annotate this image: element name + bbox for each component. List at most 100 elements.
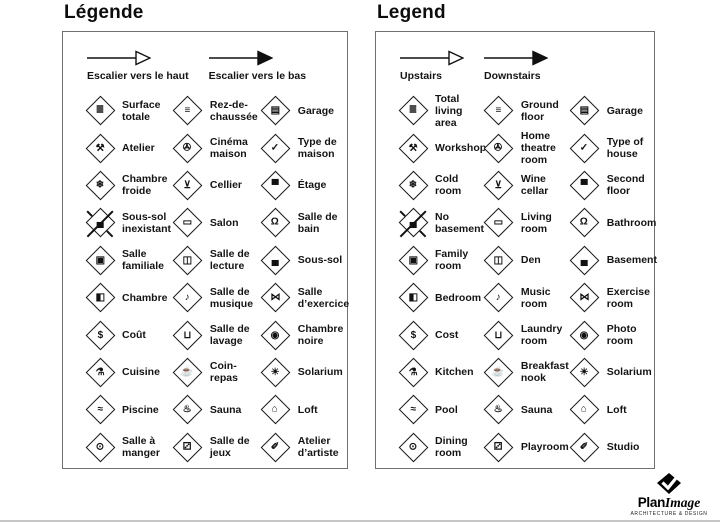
legend-item: ⚂ Salle de jeux	[173, 429, 257, 466]
legend-item-label: Salle de lavage	[209, 322, 250, 348]
legend-item: ☀ Solarium	[260, 354, 343, 391]
legend-item-label: Atelier	[122, 142, 155, 155]
legend-item: ✓ Type of house	[569, 129, 650, 166]
diamond-outline: ☀	[260, 357, 291, 388]
stairs-down-arrow-icon	[208, 50, 273, 66]
legend-item: ⚗ Kitchen	[398, 354, 480, 391]
icon-glyph: ⌂	[581, 403, 588, 415]
legend-item: ⊔ Laundry room	[484, 316, 566, 353]
no-basement-icon: ▄	[398, 208, 428, 238]
panel-title: Légende	[64, 2, 144, 23]
diamond-outline: ⚂	[484, 432, 514, 463]
legend-item: ✐ Atelier d’artiste	[260, 429, 343, 466]
bedroom-icon: ◧	[398, 282, 428, 313]
diamond-outline: ⌂	[260, 394, 291, 425]
legend-item-label: Salle de bain	[297, 210, 338, 235]
diamond-outline: ☀	[569, 357, 600, 388]
diamond-outline: ◉	[569, 320, 600, 350]
legend-item-label: Bedroom	[435, 291, 482, 304]
legend-item-label: Solarium	[606, 366, 652, 379]
legend-item-label: Home theatre room	[520, 129, 556, 167]
diamond-outline: ≣	[398, 95, 428, 126]
icon-glyph: ◫	[494, 254, 504, 266]
diamond-outline: ⊔	[484, 320, 514, 350]
diamond-outline: ♨	[484, 394, 514, 425]
icon-glyph: ▄	[409, 216, 417, 228]
basement-icon: ▄	[569, 245, 600, 276]
icon-glyph: ⚒	[95, 142, 105, 154]
icon-glyph: ◧	[95, 291, 105, 303]
legend-item: ◧ Bedroom	[398, 279, 482, 316]
laundry-room-icon: ⊔	[484, 320, 514, 350]
legend-item-label: Workshop	[435, 142, 487, 155]
loft-icon: ⌂	[569, 394, 600, 425]
icon-glyph: ♨	[494, 403, 504, 415]
legend-item: $ Coût	[85, 316, 169, 353]
legend-item-label: No basement	[435, 210, 485, 235]
legend-item: ⚒ Workshop	[398, 129, 486, 166]
legend-item-label: Ground floor	[520, 98, 559, 123]
bottom-divider	[0, 520, 720, 522]
legend-item: ▀ Étage	[260, 167, 343, 204]
diamond-outline: ≡	[484, 95, 514, 126]
diamond-outline: ✇	[173, 133, 203, 163]
diamond-outline: ⚗	[85, 357, 115, 388]
legend-item-label: Loft	[297, 403, 318, 416]
kitchen-icon: ⚗	[85, 357, 115, 388]
legend-item-label: Rez-de-chaussée	[209, 98, 258, 123]
diamond-outline: ▄	[569, 245, 600, 276]
dining-room-icon: ⊙	[398, 432, 428, 463]
legend-item: ⚒ Atelier	[85, 129, 169, 166]
icon-glyph: ⚒	[408, 142, 418, 154]
icon-glyph: ⊔	[183, 329, 192, 341]
panel-legende-fr: Légende Escalier vers le haut Escalier v…	[62, 2, 349, 469]
panel-legend-en: Legend Upstairs Downstairs ≣ Total livin…	[375, 2, 657, 469]
cost-icon: $	[398, 320, 428, 350]
den-icon: ◫	[484, 245, 514, 276]
legend-item-label: Total living area	[435, 92, 463, 129]
logo-word-plan: Plan	[637, 495, 666, 510]
icon-glyph: Ω	[580, 216, 589, 228]
diamond-outline: ⚂	[173, 432, 203, 463]
legend-item: ❄ Chambre froide	[85, 167, 169, 204]
stairs-up-arrow-icon	[87, 50, 151, 66]
legend-item: ≣ Surface totale	[85, 92, 169, 129]
breakfast-nook-icon: ☕	[173, 357, 203, 388]
exercise-room-icon: ⋈	[569, 282, 600, 313]
legend-item: ▤ Garage	[569, 92, 650, 129]
diamond-outline: ≈	[398, 394, 428, 425]
legend-item: ▄ Sous-sol inexistant	[85, 204, 171, 241]
ground-floor-icon: ≡	[173, 95, 203, 126]
stairs-arrow-label: Upstairs	[400, 70, 443, 82]
icon-glyph: ☕	[492, 366, 506, 378]
legend-item: ☕ Coin-repas	[173, 354, 257, 391]
legend-item-label: Chambre froide	[122, 173, 168, 198]
icon-glyph: ♪	[496, 291, 502, 303]
legend-item-label: Chambre	[122, 291, 168, 304]
icon-glyph: ▄	[581, 254, 589, 266]
diamond-outline: ⊙	[398, 432, 428, 463]
icon-glyph: ◉	[271, 329, 281, 341]
icon-glyph: ≣	[95, 104, 105, 116]
legend-item-label: Cold room	[435, 173, 462, 198]
workshop-icon: ⚒	[85, 133, 115, 163]
diamond-outline: ▭	[484, 208, 514, 238]
legend-item-label: Salle de lecture	[209, 248, 250, 273]
panel-title: Legend	[377, 2, 446, 23]
type-of-house-icon: ✓	[569, 133, 600, 163]
cost-icon: $	[85, 320, 115, 350]
legend-item-label: Salle familiale	[122, 248, 165, 273]
icon-glyph: ⋈	[270, 291, 281, 303]
legend-item: ♨ Sauna	[484, 391, 566, 428]
diamond-outline: ✐	[569, 432, 600, 463]
stairs-arrows-row: Escalier vers le haut Escalier vers le b…	[87, 50, 343, 82]
icon-glyph: ⊻	[184, 179, 192, 191]
legend-item: ≈ Pool	[398, 391, 480, 428]
diamond-outline: ▤	[260, 95, 291, 126]
planimage-logo: PlanImage ARCHITECTURE & DESIGN	[623, 473, 715, 517]
photo-room-icon: ◉	[260, 320, 291, 350]
planimage-logo-icon	[657, 473, 681, 494]
icon-glyph: ≈	[97, 403, 103, 415]
legend-item: ◉ Chambre noire	[260, 316, 343, 353]
